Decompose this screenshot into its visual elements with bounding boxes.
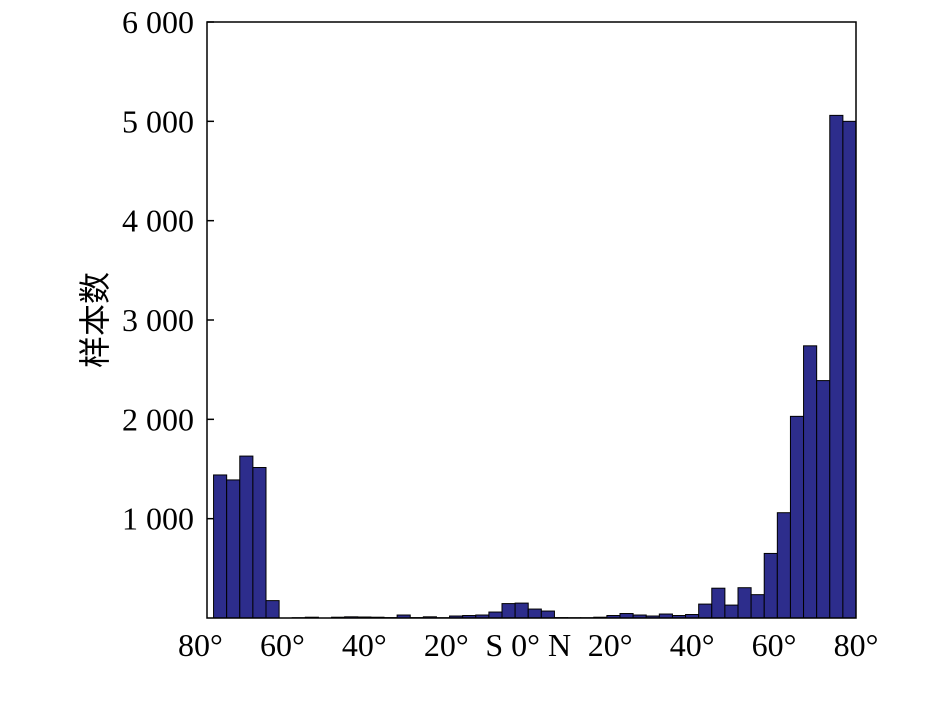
- y-axis-label: 样本数: [77, 272, 113, 368]
- x-tick-label: 20°: [424, 627, 469, 663]
- histogram-bar: [527, 608, 542, 619]
- histogram-bar: [239, 455, 254, 619]
- histogram-bar: [711, 587, 726, 619]
- histogram-bar: [501, 603, 516, 619]
- histogram-bar: [816, 380, 831, 619]
- y-tick-label: 6 000: [122, 4, 194, 40]
- y-tick-label: 3 000: [122, 302, 194, 338]
- x-tick-label: 60°: [260, 627, 305, 663]
- histogram-bar: [776, 512, 791, 619]
- histogram-bar: [213, 474, 228, 619]
- histogram-bar: [252, 467, 267, 619]
- y-tick-label: 4 000: [122, 203, 194, 239]
- x-tick-label: 80°: [834, 627, 879, 663]
- histogram-bar: [842, 120, 857, 619]
- x-axis: 80° 60° 40° 20° S 0° N 20° 40° 60° 80°: [178, 627, 878, 663]
- y-axis: 1 000 2 000 3 000 4 000 5 000 6 000: [122, 4, 214, 537]
- x-tick-label: 20°: [588, 627, 633, 663]
- histogram-bar: [724, 604, 739, 619]
- x-tick-label: 40°: [670, 627, 715, 663]
- x-tick-label: 80°: [178, 627, 223, 663]
- x-tick-label: 40°: [342, 627, 387, 663]
- plot-frame: [206, 21, 857, 619]
- histogram-bar: [514, 602, 529, 619]
- histogram-bar: [789, 415, 805, 619]
- histogram-bar: [750, 594, 765, 619]
- y-tick-label: 2 000: [122, 401, 194, 437]
- histogram-bar: [265, 600, 280, 619]
- bars-group: [213, 114, 857, 619]
- x-tick-label: 60°: [752, 627, 797, 663]
- histogram-bar: [226, 479, 241, 619]
- histogram-bar: [737, 587, 752, 619]
- y-tick-label: 5 000: [122, 103, 194, 139]
- histogram-bar: [829, 114, 844, 619]
- histogram-bar: [698, 603, 713, 619]
- x-tick-label: S 0° N: [485, 627, 571, 663]
- y-tick-label: 1 000: [122, 501, 194, 537]
- histogram-bar: [488, 611, 503, 619]
- histogram-bar: [803, 345, 818, 619]
- histogram-bar: [763, 552, 778, 619]
- histogram-bar: [540, 610, 555, 619]
